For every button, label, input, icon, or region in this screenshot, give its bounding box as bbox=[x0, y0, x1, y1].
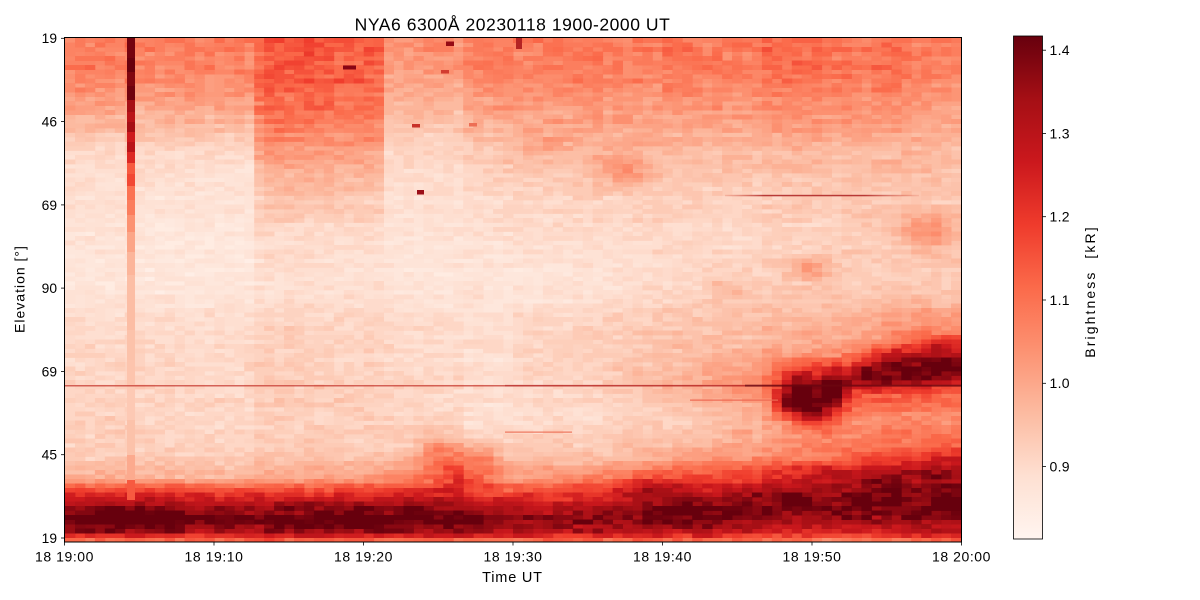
svg-text:19: 19 bbox=[42, 531, 58, 546]
svg-text:1.4: 1.4 bbox=[1050, 42, 1070, 58]
svg-text:69: 69 bbox=[42, 364, 58, 379]
svg-text:18 19:10: 18 19:10 bbox=[185, 549, 244, 565]
svg-text:1.3: 1.3 bbox=[1050, 125, 1070, 141]
svg-text:46: 46 bbox=[42, 115, 58, 130]
svg-text:18 19:40: 18 19:40 bbox=[633, 549, 692, 565]
svg-text:1.0: 1.0 bbox=[1050, 375, 1070, 391]
svg-text:18 20:00: 18 20:00 bbox=[932, 549, 991, 565]
svg-text:Elevation [°]: Elevation [°] bbox=[12, 245, 28, 333]
svg-text:69: 69 bbox=[42, 198, 58, 213]
svg-text:Time UT: Time UT bbox=[482, 570, 543, 586]
svg-text:19: 19 bbox=[42, 31, 58, 46]
svg-text:18 19:00: 18 19:00 bbox=[35, 549, 94, 565]
svg-text:1.1: 1.1 bbox=[1050, 292, 1070, 308]
svg-text:NYA6 6300Å 20230118 1900-2000: NYA6 6300Å 20230118 1900-2000 UT bbox=[355, 15, 671, 35]
svg-text:90: 90 bbox=[42, 281, 58, 296]
svg-text:45: 45 bbox=[42, 448, 58, 463]
svg-text:0.9: 0.9 bbox=[1050, 458, 1070, 474]
svg-text:1.2: 1.2 bbox=[1050, 209, 1070, 225]
svg-text:Brightness [kR]: Brightness [kR] bbox=[1082, 225, 1098, 357]
svg-text:18 19:30: 18 19:30 bbox=[484, 549, 543, 565]
svg-text:18 19:20: 18 19:20 bbox=[334, 549, 393, 565]
svg-text:18 19:50: 18 19:50 bbox=[783, 549, 842, 565]
